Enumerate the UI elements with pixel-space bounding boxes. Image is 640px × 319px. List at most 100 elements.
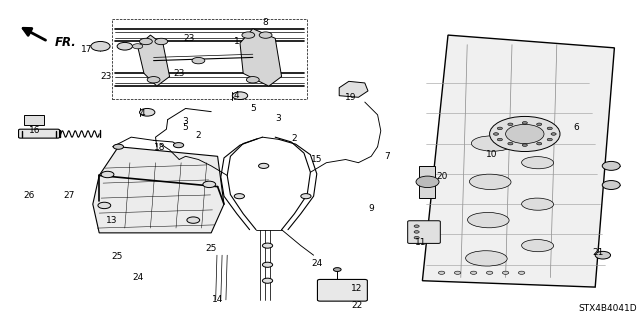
Circle shape (547, 138, 552, 141)
Circle shape (602, 181, 620, 189)
Circle shape (140, 108, 155, 116)
Text: 7: 7 (385, 152, 390, 161)
Text: FR.: FR. (54, 36, 76, 48)
Circle shape (414, 225, 419, 227)
Text: 24: 24 (132, 273, 143, 282)
Circle shape (262, 262, 273, 267)
Text: 27: 27 (63, 191, 75, 200)
Circle shape (113, 144, 124, 149)
Circle shape (414, 236, 419, 239)
Text: 23: 23 (183, 34, 195, 43)
FancyBboxPatch shape (19, 129, 60, 138)
Ellipse shape (468, 212, 509, 228)
Text: 8: 8 (263, 18, 268, 27)
Polygon shape (339, 81, 368, 97)
Circle shape (333, 268, 341, 271)
Text: 1: 1 (234, 37, 239, 46)
Ellipse shape (522, 157, 554, 169)
Circle shape (262, 243, 273, 248)
FancyBboxPatch shape (317, 279, 367, 301)
Text: 19: 19 (345, 93, 356, 102)
Circle shape (262, 278, 273, 283)
Text: 3: 3 (276, 114, 281, 122)
Circle shape (414, 231, 419, 233)
FancyBboxPatch shape (408, 221, 440, 243)
Circle shape (140, 38, 152, 45)
Text: 16: 16 (29, 126, 41, 135)
Circle shape (98, 202, 111, 209)
Polygon shape (419, 166, 435, 198)
Text: 25: 25 (205, 244, 217, 253)
Text: 18: 18 (154, 143, 166, 152)
Circle shape (416, 176, 439, 188)
Text: 22: 22 (351, 301, 363, 310)
Text: 11: 11 (415, 238, 427, 247)
Text: 15: 15 (311, 155, 323, 164)
Text: 13: 13 (106, 216, 118, 225)
Circle shape (602, 161, 620, 170)
Circle shape (506, 124, 544, 144)
Text: 23: 23 (173, 69, 185, 78)
Circle shape (91, 41, 110, 51)
Circle shape (203, 181, 216, 188)
Text: STX4B4041D: STX4B4041D (578, 304, 637, 313)
Text: 9: 9 (369, 204, 374, 213)
Text: 4: 4 (234, 91, 239, 100)
Circle shape (493, 133, 499, 135)
Circle shape (147, 77, 160, 83)
Ellipse shape (470, 174, 511, 189)
Circle shape (595, 251, 611, 259)
Circle shape (490, 116, 560, 152)
Circle shape (173, 143, 184, 148)
Circle shape (192, 57, 205, 64)
Text: 24: 24 (311, 259, 323, 268)
Text: 2: 2 (196, 131, 201, 140)
Circle shape (101, 171, 114, 178)
Circle shape (132, 44, 143, 49)
Circle shape (522, 144, 527, 146)
Circle shape (470, 271, 477, 274)
Text: 2: 2 (292, 134, 297, 143)
Circle shape (518, 271, 525, 274)
Circle shape (234, 194, 244, 199)
Circle shape (246, 77, 259, 83)
Polygon shape (240, 29, 282, 86)
Circle shape (232, 92, 248, 100)
Text: 26: 26 (23, 191, 35, 200)
Text: 14: 14 (212, 295, 223, 304)
Circle shape (502, 271, 509, 274)
Circle shape (508, 142, 513, 145)
Circle shape (187, 217, 200, 223)
Circle shape (547, 127, 552, 130)
Circle shape (438, 271, 445, 274)
Circle shape (259, 163, 269, 168)
Circle shape (242, 32, 255, 38)
Circle shape (497, 138, 502, 141)
Circle shape (522, 122, 527, 124)
Text: 6: 6 (573, 123, 579, 132)
Text: 20: 20 (436, 172, 447, 181)
Circle shape (454, 271, 461, 274)
Circle shape (508, 123, 513, 126)
FancyBboxPatch shape (24, 115, 44, 125)
Ellipse shape (472, 136, 513, 151)
Polygon shape (422, 35, 614, 287)
Ellipse shape (466, 251, 507, 266)
Circle shape (536, 142, 541, 145)
Circle shape (497, 127, 502, 130)
Circle shape (155, 38, 168, 45)
Text: 17: 17 (81, 45, 92, 54)
Circle shape (301, 194, 311, 199)
Circle shape (259, 32, 272, 38)
Text: 5: 5 (183, 123, 188, 132)
Text: 10: 10 (486, 150, 497, 159)
Polygon shape (138, 35, 170, 86)
Text: 5: 5 (250, 104, 255, 113)
Circle shape (117, 42, 132, 50)
Text: 12: 12 (351, 284, 363, 293)
Text: 21: 21 (593, 248, 604, 256)
Text: 3: 3 (183, 117, 188, 126)
Circle shape (551, 133, 556, 135)
Text: 4: 4 (140, 109, 145, 118)
Text: 23: 23 (100, 72, 111, 81)
